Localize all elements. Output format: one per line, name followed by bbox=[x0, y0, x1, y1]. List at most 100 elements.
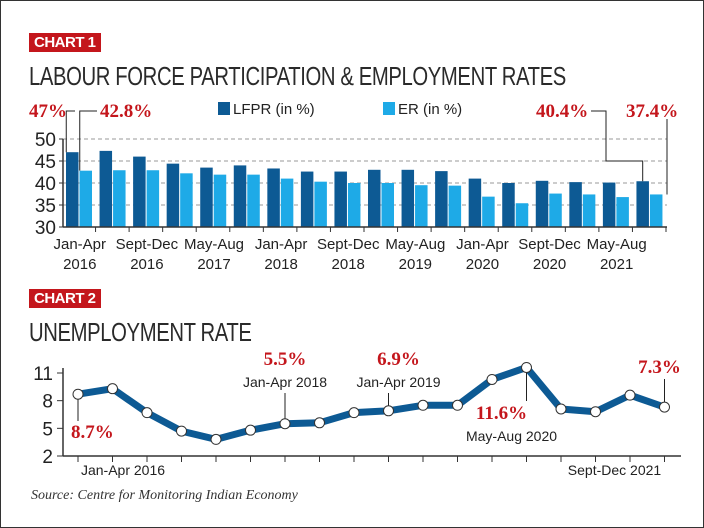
y-tick-label: 35 bbox=[35, 196, 56, 217]
x-tick-label: Jan-Apr bbox=[255, 236, 308, 253]
x-tick-label: May-Aug bbox=[587, 236, 647, 253]
bar-lfpr bbox=[468, 178, 482, 227]
data-point bbox=[624, 389, 636, 401]
data-point bbox=[555, 403, 567, 415]
legend-swatch bbox=[383, 102, 395, 115]
bar-lfpr bbox=[267, 168, 280, 227]
x-tick-label: Jan-Apr bbox=[54, 236, 107, 253]
x-tick-label: 2016 bbox=[63, 256, 96, 273]
bar-er bbox=[582, 194, 596, 227]
chart1-title: LABOUR FORCE PARTICIPATION & EMPLOYMENT … bbox=[29, 61, 566, 91]
bar-er bbox=[280, 178, 294, 227]
data-point bbox=[659, 401, 670, 413]
data-point bbox=[107, 383, 118, 395]
y-tick-label: 50 bbox=[35, 130, 56, 151]
bar-lfpr bbox=[535, 180, 549, 227]
x-tick-label: Sept-Dec bbox=[518, 236, 581, 253]
annotation-label: May-Aug 2020 bbox=[466, 428, 557, 444]
bar-lfpr bbox=[233, 165, 247, 227]
annotation: 6.9% bbox=[377, 349, 420, 370]
y-tick-label: 40 bbox=[35, 174, 56, 195]
annotation: 40.4% bbox=[536, 101, 588, 122]
chart1-tag: CHART 1 bbox=[29, 33, 101, 52]
annotation: 37.4% bbox=[626, 101, 678, 122]
bar-er bbox=[180, 173, 193, 227]
x-tick-label: Jan-Apr bbox=[456, 236, 509, 253]
y-tick-label: 45 bbox=[35, 152, 56, 173]
y-tick-label: 8 bbox=[42, 392, 53, 413]
bar-lfpr bbox=[435, 171, 448, 227]
x-tick-label: 2021 bbox=[600, 256, 633, 273]
bar-er bbox=[415, 185, 428, 227]
annotation: 5.5% bbox=[264, 349, 307, 370]
data-point bbox=[590, 406, 601, 418]
x-tick-label: 2020 bbox=[533, 256, 566, 273]
bar-lfpr bbox=[99, 150, 113, 227]
annotation: 7.3% bbox=[638, 357, 681, 378]
y-tick-label: 2 bbox=[42, 447, 53, 468]
bar-lfpr bbox=[602, 182, 616, 227]
data-point bbox=[72, 388, 84, 400]
leader-line bbox=[65, 110, 75, 153]
bar-er bbox=[347, 183, 361, 227]
x-tick-label: Sept-Dec bbox=[317, 236, 380, 253]
unemployment-line bbox=[77, 363, 666, 443]
data-point bbox=[245, 424, 256, 436]
bar-er bbox=[381, 183, 394, 227]
bar-lfpr bbox=[133, 156, 146, 227]
bar-er bbox=[146, 170, 160, 227]
data-point bbox=[314, 417, 325, 429]
data-point bbox=[348, 407, 360, 419]
data-point bbox=[279, 418, 291, 430]
legend-swatch bbox=[218, 102, 230, 115]
bar-lfpr bbox=[569, 182, 582, 227]
annotation: 47% bbox=[29, 101, 67, 122]
bar-lfpr bbox=[166, 163, 180, 227]
bar-er bbox=[549, 193, 562, 227]
x-tick-label: Sept-Dec bbox=[116, 236, 179, 253]
source-note: Source: Centre for Monitoring Indian Eco… bbox=[31, 488, 298, 503]
bar-er bbox=[79, 170, 92, 227]
chart2-title: UNEMPLOYMENT RATE bbox=[29, 317, 252, 347]
x-tick-label: 2018 bbox=[332, 256, 365, 273]
leader-line bbox=[79, 110, 97, 171]
x-tick-label: 2018 bbox=[264, 256, 297, 273]
data-point bbox=[486, 373, 498, 385]
x-tick-label: 2016 bbox=[130, 256, 163, 273]
bar-lfpr bbox=[200, 167, 213, 227]
x-tick-label: 2020 bbox=[466, 256, 499, 273]
data-point bbox=[452, 399, 463, 411]
annotation-label: Jan-Apr 2018 bbox=[243, 374, 327, 390]
bar-er bbox=[482, 196, 495, 227]
y-tick-label: 11 bbox=[33, 364, 53, 385]
data-point bbox=[417, 399, 429, 411]
legend-label: ER (in %) bbox=[398, 101, 462, 118]
data-point bbox=[141, 407, 153, 419]
x-tick-label: Sept-Dec 2021 bbox=[568, 462, 662, 478]
bar-lfpr bbox=[502, 183, 515, 227]
bar-er bbox=[247, 174, 260, 227]
bar-er bbox=[314, 181, 327, 227]
annotation: 8.7% bbox=[71, 422, 114, 443]
x-tick-label: 2019 bbox=[399, 256, 432, 273]
bar-lfpr bbox=[300, 171, 314, 227]
x-tick-label: May-Aug bbox=[184, 236, 244, 253]
bar-er bbox=[515, 203, 529, 227]
annotation-label: Jan-Apr 2019 bbox=[356, 374, 440, 390]
chart2-tag: CHART 2 bbox=[29, 289, 101, 308]
data-point bbox=[383, 405, 394, 417]
bar-lfpr bbox=[66, 152, 79, 227]
bar-lfpr bbox=[334, 171, 347, 227]
x-tick-label: 2017 bbox=[197, 256, 230, 273]
data-point bbox=[210, 433, 222, 445]
data-point bbox=[176, 425, 187, 437]
bar-lfpr bbox=[636, 181, 649, 227]
y-tick-label: 30 bbox=[35, 218, 56, 239]
bar-er bbox=[113, 170, 126, 227]
leader-line bbox=[591, 110, 644, 182]
bar-lfpr bbox=[401, 169, 415, 227]
bar-er bbox=[213, 174, 227, 227]
legend-label: LFPR (in %) bbox=[233, 101, 315, 118]
